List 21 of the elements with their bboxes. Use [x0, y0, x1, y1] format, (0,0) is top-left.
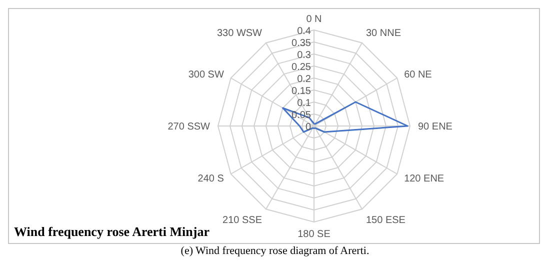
spoke-label: 210 SSE — [222, 215, 262, 226]
spoke-label: 330 WSW — [216, 28, 263, 39]
text: (e) Wind frequency rose diagram of Arerti. — [180, 245, 370, 258]
spoke-label: 270 SSW — [168, 122, 211, 133]
spoke-label: 240 S — [198, 174, 224, 185]
y-tick-label: 0.4 — [297, 26, 312, 37]
spoke-label: 300 SW — [188, 70, 224, 81]
y-tick-label: 0.1 — [297, 98, 312, 109]
spoke-label: 120 ENE — [404, 174, 444, 185]
spoke-label: 0 N — [306, 14, 322, 25]
spoke-label: 30 NNE — [366, 28, 402, 39]
y-tick-label: 0.3 — [297, 50, 312, 61]
y-tick-label: 0.15 — [292, 86, 312, 97]
y-tick-label: 0.25 — [292, 62, 312, 73]
spoke-label: 180 SE — [298, 229, 331, 240]
y-tick-label: 0.2 — [297, 74, 312, 85]
y-tick-label: 0.35 — [292, 38, 312, 49]
spoke-label: 90 ENE — [418, 122, 453, 133]
spoke-label: 60 NE — [404, 70, 432, 81]
spoke-label: 150 ESE — [366, 215, 406, 226]
text: Wind frequency rose Arerti Minjar — [14, 224, 210, 240]
